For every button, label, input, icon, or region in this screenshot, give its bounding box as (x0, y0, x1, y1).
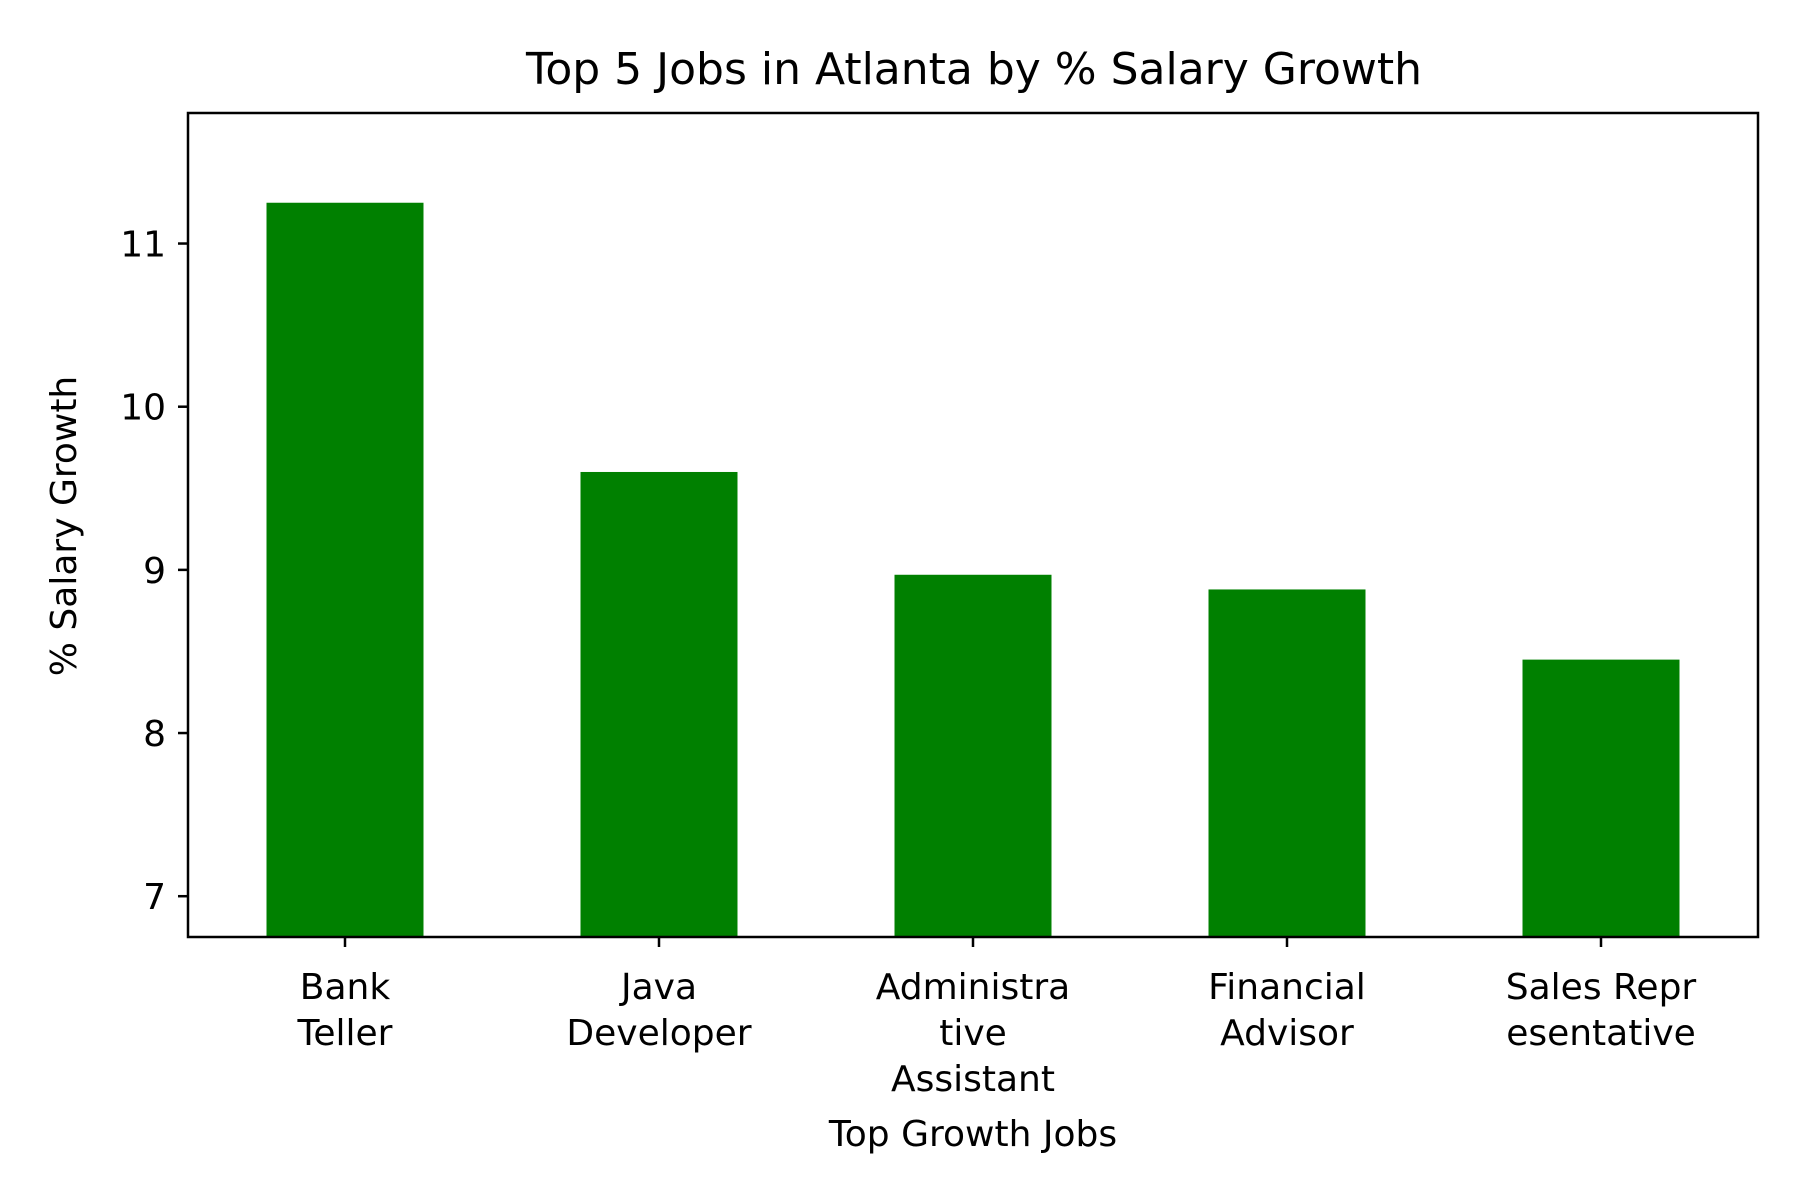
chart-title: Top 5 Jobs in Atlanta by % Salary Growth (525, 44, 1422, 95)
x-tick-label-1: Java Developer (566, 967, 751, 1054)
x-axis: Bank Teller Java Developer Administra tive Ass… (297, 937, 1697, 1100)
x-axis-label: Top Growth Jobs (828, 1114, 1117, 1155)
y-tick-label-1: 8 (143, 714, 166, 755)
x-tick-label-2: Administra tive Assistant (876, 967, 1070, 1100)
y-tick-label-3: 10 (120, 388, 166, 429)
y-axis: 7 8 9 10 11 (120, 225, 188, 918)
bar-1 (580, 471, 738, 937)
x-tick-label-0: Bank Teller (297, 967, 393, 1054)
x-tick-label-line: Financial (1208, 967, 1366, 1008)
x-tick-label-line: tive (939, 1013, 1007, 1054)
x-tick-label-3: Financial Advisor (1208, 967, 1366, 1054)
x-tick-label-line: Advisor (1220, 1013, 1354, 1054)
x-tick-label-line: Assistant (891, 1059, 1055, 1100)
x-tick-label-line: esentative (1506, 1013, 1696, 1054)
bars-group (266, 202, 1680, 938)
x-tick-label-line: Java (619, 967, 697, 1008)
x-tick-label-line: Administra (876, 967, 1070, 1008)
y-axis-label: % Salary Growth (44, 376, 85, 676)
x-tick-label-line: Bank (300, 967, 391, 1008)
y-tick-label-0: 7 (143, 877, 166, 918)
x-tick-label-line: Teller (297, 1013, 393, 1054)
bar-0 (266, 202, 424, 938)
bar-2 (894, 574, 1052, 937)
y-tick-label-4: 11 (120, 225, 166, 266)
bar-4 (1522, 659, 1680, 937)
bar-3 (1208, 589, 1366, 937)
x-tick-label-4: Sales Repr esentative (1506, 967, 1697, 1054)
x-tick-label-line: Developer (566, 1013, 751, 1054)
x-tick-label-line: Sales Repr (1506, 967, 1697, 1008)
y-tick-label-2: 9 (143, 551, 166, 592)
